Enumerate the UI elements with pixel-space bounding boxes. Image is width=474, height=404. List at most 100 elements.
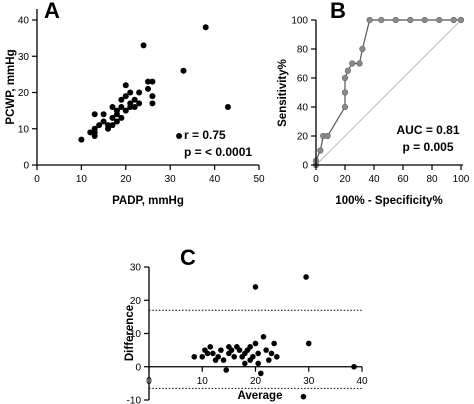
panel-a-y-label: PCWP, mmHg [5, 49, 17, 124]
panel-b-point-12 [366, 16, 373, 24]
panel-c-point-32 [268, 350, 275, 357]
panel-b-point-16 [421, 16, 428, 24]
panel-a-point-16 [113, 107, 120, 114]
panel-letter-a: A [44, 0, 60, 23]
panel-a-point-11 [109, 122, 116, 129]
panel-c-point-14 [231, 353, 237, 360]
panel-b-point-5 [341, 103, 349, 111]
panel-a-ticks: 0 10 20 30 40 50 0 10 20 30 40 [18, 16, 265, 186]
panel-c-y-tick-label: -10 [127, 396, 142, 404]
panel-c-point-25 [252, 284, 259, 290]
panel-c-point-4 [207, 344, 214, 350]
panel-a-point-27 [131, 96, 138, 103]
panel-b-reference-line [315, 19, 462, 166]
panel-c-point-37 [305, 340, 312, 347]
panel-a-x-tick-label: 30 [165, 174, 177, 185]
panel-a-y-tick-label: 10 [18, 124, 30, 135]
panel-a-point-22 [122, 82, 129, 89]
panel-c-point-34 [274, 353, 280, 360]
panel-c-point-26 [255, 360, 261, 367]
panel-b-x-tick-label: 40 [368, 174, 380, 185]
panel-b-point-9 [349, 60, 356, 67]
panel-a-point-21 [122, 93, 129, 100]
panel-b-y-tick-label: 40 [297, 103, 309, 114]
panel-b-point-15 [407, 16, 414, 24]
panel-c-y-tick-label: 20 [130, 296, 142, 307]
panel-b-y-tick-label: 20 [297, 132, 309, 143]
panel-a-point-31 [145, 85, 151, 92]
panel-c-bland-altman: 0 10 20 30 40 -10 0 10 20 30 Average Difference [124, 263, 368, 404]
panel-c-point-24 [252, 340, 259, 347]
panel-a-point-32 [145, 78, 151, 85]
panel-c-point-7 [215, 353, 222, 360]
panel-letter-b: B [330, 0, 346, 23]
panel-c-point-23 [250, 353, 256, 360]
panel-a-x-tick-label: 50 [253, 174, 265, 185]
panel-c-point-30 [263, 347, 269, 353]
panel-c-point-13 [228, 347, 235, 353]
panel-a-point-38 [202, 24, 209, 31]
panel-c-point-16 [236, 347, 243, 353]
panel-a-point-26 [131, 104, 138, 110]
panel-b-point-4 [324, 132, 331, 140]
panel-b-x-tick-label: 100 [453, 174, 470, 185]
panel-a-scatter: 0 10 20 30 40 50 0 10 20 30 40 PADP, mmHg PCWP, mm… [5, 9, 265, 207]
panel-b-point-6 [341, 89, 349, 96]
panel-c-x-label: Average [238, 390, 283, 402]
panel-c-y-tick-label: 30 [130, 263, 142, 274]
panel-b-point-14 [392, 16, 399, 24]
panel-c-point-22 [247, 344, 253, 350]
panel-letter-c: C [180, 245, 196, 270]
panel-b-y-label: Sensitivity% [277, 59, 289, 127]
panel-a-point-28 [136, 100, 143, 107]
panel-c-point-27 [255, 350, 261, 357]
panel-b-ticks: 0 20 40 60 80 100 0 20 40 60 80 100 [291, 16, 469, 186]
panel-b-points [312, 16, 465, 169]
panel-a-point-10 [105, 122, 112, 129]
panel-c-points [191, 274, 357, 400]
panel-a-y-tick-label: 40 [18, 16, 30, 27]
panel-a-point-25 [127, 89, 134, 96]
panel-a-point-24 [127, 100, 134, 107]
panel-c-point-9 [220, 357, 227, 363]
panel-b-roc: 0 20 40 60 80 100 0 20 40 60 80 100 100% - Specific… [277, 16, 470, 208]
panel-b-x-tick-label: 20 [339, 174, 351, 185]
panel-c-point-1 [199, 353, 206, 360]
panel-c-y-tick-label: 0 [135, 362, 141, 373]
panel-a-point-35 [149, 78, 156, 85]
panel-c-point-28 [258, 370, 264, 377]
panel-c-point-33 [271, 340, 277, 347]
panel-a-point-33 [149, 100, 156, 107]
panel-a-point-36 [176, 133, 183, 139]
panel-a-point-20 [122, 107, 129, 114]
panel-c-x-tick-label: 10 [197, 376, 209, 387]
panel-a-y-tick-label: 20 [18, 88, 30, 99]
panel-c-point-10 [223, 367, 230, 373]
panel-c-point-35 [300, 393, 307, 400]
panel-b-y-tick-label: 60 [297, 74, 309, 85]
panel-a-x-label: PADP, mmHg [112, 195, 184, 207]
panel-b-point-17 [436, 16, 443, 24]
panel-a-point-4 [91, 125, 98, 132]
panel-a-point-29 [136, 89, 143, 96]
panel-b-annotation-auc: AUC = 0.81 [396, 123, 459, 137]
panel-a-y-tick-label: 30 [18, 52, 30, 63]
panel-a-point-14 [113, 118, 120, 125]
panel-c-x-tick-label: 20 [250, 376, 262, 387]
panel-b-y-tick-label: 80 [297, 45, 309, 56]
panel-a-x-tick-label: 10 [76, 174, 88, 185]
panel-a-point-8 [100, 111, 107, 118]
panel-c-point-3 [204, 350, 211, 357]
panel-a-point-0 [78, 136, 85, 143]
panel-a-point-1 [87, 129, 94, 136]
panel-a-y-tick-label: 0 [23, 161, 29, 172]
panel-a-point-34 [149, 93, 156, 100]
panel-c-point-8 [218, 347, 224, 353]
panel-b-x-tick-label: 0 [313, 174, 319, 185]
panel-b-annotation-p: p = 0.005 [402, 140, 453, 154]
panel-b-x-label: 100% - Specificity% [335, 195, 442, 207]
panel-b-point-10 [356, 60, 363, 67]
panel-a-point-37 [180, 67, 187, 74]
panel-c-x-tick-label: 40 [356, 376, 368, 387]
